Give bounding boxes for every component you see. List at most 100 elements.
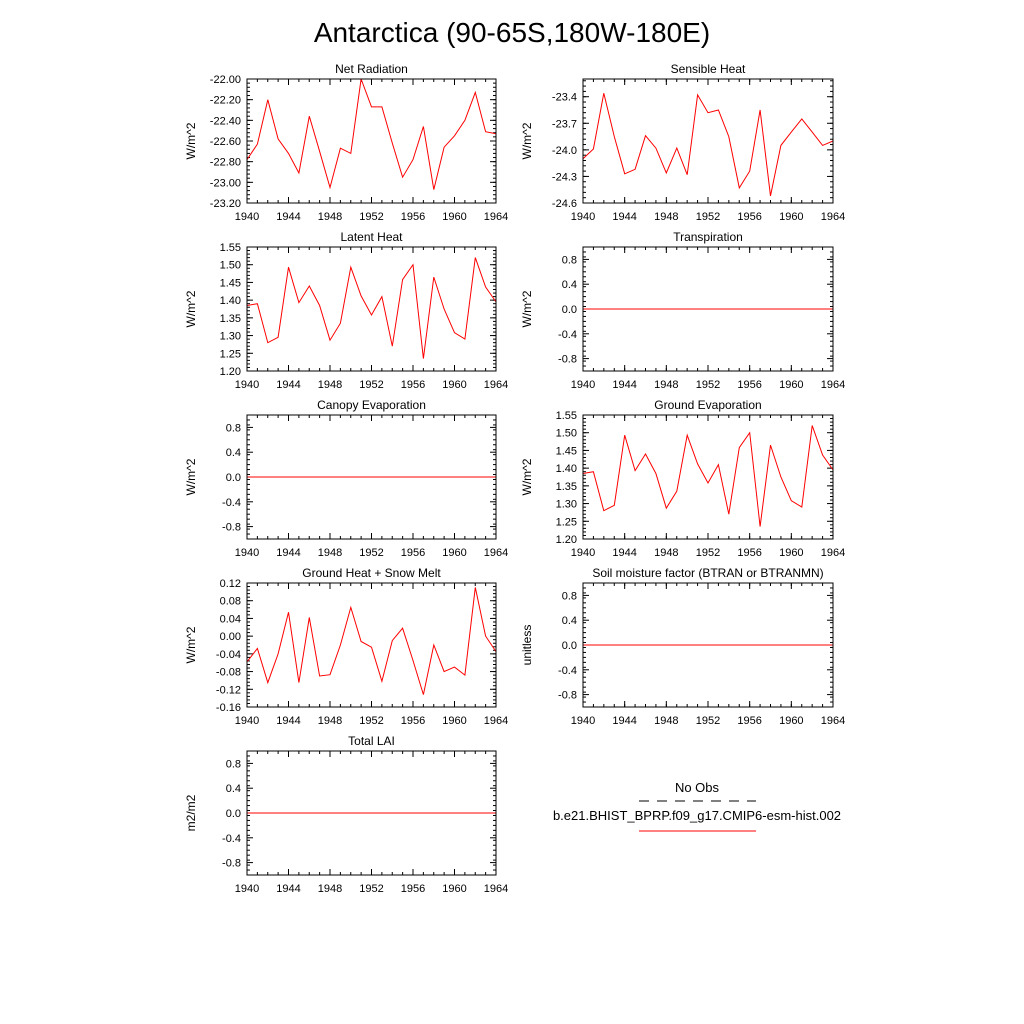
x-tick-label: 1952	[696, 715, 720, 727]
chart-panel: Total LAI m2/m2 1940 1944 1948 1952 1956 1960 19…	[184, 734, 508, 895]
x-tick-label: 1964	[821, 211, 845, 223]
y-tick-label: -0.12	[216, 684, 241, 696]
y-tick-label: -0.8	[222, 858, 241, 870]
y-axis-label: W/m^2	[520, 290, 534, 327]
y-tick-label: 0.04	[220, 613, 241, 625]
y-tick-label: -24.6	[552, 198, 577, 210]
x-tick-label: 1940	[235, 379, 259, 391]
y-tick-label: 0.8	[562, 590, 577, 602]
chart-panel: Latent Heat W/m^2 1940 1944 1948 1952 1956 1960…	[184, 230, 508, 391]
legend-obs-label: No Obs	[675, 780, 720, 795]
y-axis-label: W/m^2	[520, 458, 534, 495]
figure-title: Antarctica (90-65S,180W-180E)	[314, 17, 710, 48]
x-tick-label: 1964	[484, 547, 508, 559]
x-tick-label: 1948	[318, 211, 342, 223]
y-axis-label: W/m^2	[520, 122, 534, 159]
y-tick-label: -22.40	[210, 115, 241, 127]
y-tick-label: 0.8	[226, 422, 241, 434]
panel-title: Latent Heat	[340, 230, 403, 244]
y-tick-label: -24.3	[552, 171, 577, 183]
y-tick-label: 0.4	[226, 783, 241, 795]
panel-title: Transpiration	[673, 230, 743, 244]
x-tick-label: 1952	[359, 547, 383, 559]
x-tick-label: 1948	[654, 547, 678, 559]
y-tick-label: 1.25	[220, 348, 241, 360]
chart-panel: Ground Heat + Snow Melt W/m^2 1940 1944 1948…	[184, 566, 508, 727]
x-tick-label: 1944	[276, 715, 300, 727]
y-axis-label: W/m^2	[184, 290, 198, 327]
y-tick-label: 1.40	[220, 295, 241, 307]
x-tick-label: 1956	[737, 547, 761, 559]
y-tick-label: 0.0	[562, 640, 577, 652]
x-tick-label: 1956	[401, 715, 425, 727]
x-tick-label: 1952	[359, 715, 383, 727]
plot-frame	[582, 582, 834, 708]
y-tick-label: 0.8	[226, 758, 241, 770]
x-tick-label: 1940	[571, 547, 595, 559]
x-tick-label: 1944	[612, 211, 636, 223]
x-tick-label: 1956	[401, 547, 425, 559]
x-tick-label: 1956	[401, 379, 425, 391]
y-tick-label: 0.4	[226, 447, 241, 459]
x-tick-label: 1940	[571, 379, 595, 391]
x-tick-label: 1960	[779, 379, 803, 391]
y-tick-label: 1.50	[556, 428, 577, 440]
y-tick-label: -22.00	[210, 74, 241, 86]
x-tick-label: 1956	[737, 211, 761, 223]
x-tick-label: 1964	[484, 211, 508, 223]
x-tick-label: 1944	[612, 379, 636, 391]
x-tick-label: 1948	[654, 715, 678, 727]
x-tick-label: 1964	[484, 379, 508, 391]
x-tick-label: 1964	[484, 883, 508, 895]
y-tick-label: -0.4	[222, 497, 241, 509]
y-tick-label: -23.7	[552, 118, 577, 130]
x-tick-label: 1948	[654, 379, 678, 391]
y-tick-label: -0.4	[222, 833, 241, 845]
plot-frame	[582, 414, 834, 540]
panel-title: Canopy Evaporation	[317, 398, 426, 412]
x-tick-label: 1944	[612, 715, 636, 727]
plot-frame	[246, 78, 497, 204]
chart-panel: Net Radiation W/m^2 1940 1944 1948 1952 1956 19…	[184, 62, 508, 223]
y-tick-label: -0.8	[222, 522, 241, 534]
panel-title: Sensible Heat	[671, 62, 746, 76]
y-tick-label: 0.4	[562, 279, 577, 291]
x-tick-label: 1948	[654, 211, 678, 223]
series-line	[246, 587, 497, 695]
y-tick-label: 0.08	[220, 596, 241, 608]
y-tick-label: 1.55	[220, 242, 241, 254]
x-tick-label: 1960	[442, 715, 466, 727]
x-tick-label: 1940	[235, 883, 259, 895]
x-tick-label: 1960	[779, 547, 803, 559]
x-tick-label: 1964	[821, 715, 845, 727]
y-tick-label: -23.4	[552, 92, 577, 104]
y-tick-label: -0.4	[558, 665, 577, 677]
x-tick-label: 1952	[696, 211, 720, 223]
y-tick-label: 1.20	[556, 534, 577, 546]
y-tick-label: -24.0	[552, 145, 577, 157]
x-tick-label: 1940	[571, 715, 595, 727]
panel-title: Total LAI	[348, 734, 395, 748]
x-tick-label: 1948	[318, 547, 342, 559]
x-tick-label: 1956	[401, 211, 425, 223]
y-tick-label: -0.16	[216, 702, 241, 714]
panel-title: Ground Evaporation	[654, 398, 761, 412]
x-tick-label: 1956	[401, 883, 425, 895]
x-tick-label: 1952	[696, 379, 720, 391]
x-tick-label: 1952	[359, 211, 383, 223]
x-tick-label: 1956	[737, 379, 761, 391]
y-axis-label: W/m^2	[184, 626, 198, 663]
chart-panel: Transpiration W/m^2 1940 1944 1948 1952 1956 19…	[520, 230, 845, 391]
y-tick-label: 1.35	[220, 313, 241, 325]
x-tick-label: 1944	[276, 211, 300, 223]
y-axis-label: W/m^2	[184, 458, 198, 495]
y-tick-label: 1.50	[220, 260, 241, 272]
x-tick-label: 1960	[779, 715, 803, 727]
y-tick-label: 0.0	[562, 304, 577, 316]
x-tick-label: 1940	[571, 211, 595, 223]
x-tick-label: 1964	[821, 547, 845, 559]
y-tick-label: -22.80	[210, 157, 241, 169]
y-tick-label: 0.4	[562, 615, 577, 627]
x-tick-label: 1944	[276, 547, 300, 559]
